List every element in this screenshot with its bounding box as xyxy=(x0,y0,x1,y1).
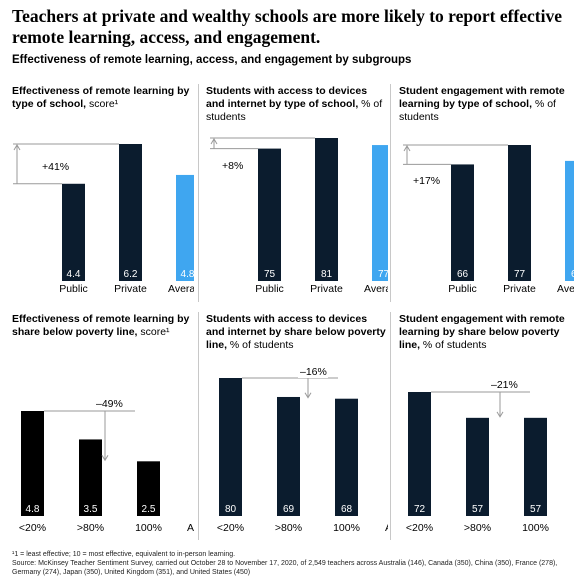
chart-panel-4: Effectiveness of remote learning by shar… xyxy=(12,313,194,551)
category-label: >80% xyxy=(275,522,302,534)
bar-value-label: 2.5 xyxy=(142,504,156,515)
page-subtitle: Effectiveness of remote learning, access… xyxy=(12,54,412,66)
category-label: Average xyxy=(168,283,194,295)
divider-top-left xyxy=(198,84,199,302)
change-annotation: +17% xyxy=(413,175,440,187)
category-label: Private xyxy=(114,283,147,295)
annotation-background xyxy=(298,365,328,378)
page-title: Teachers at private and wealthy schools … xyxy=(12,6,563,47)
change-annotation: +41% xyxy=(42,161,69,173)
category-label: Average xyxy=(557,283,574,295)
bar-value-label: 77 xyxy=(378,269,388,280)
bar-2 xyxy=(119,144,142,281)
bar-value-label: 57 xyxy=(472,504,484,515)
category-label: Public xyxy=(448,283,477,295)
bar-1 xyxy=(21,411,44,516)
category-label: Private xyxy=(310,283,343,295)
annotation-background xyxy=(94,397,124,410)
comparison-arrow xyxy=(210,137,315,150)
bar-value-label: 77 xyxy=(514,269,526,280)
bar-3 xyxy=(335,398,358,516)
category-label: Average xyxy=(364,283,388,295)
divider-top-right xyxy=(390,84,391,302)
footnote-source: Source: McKinsey Teacher Sentiment Surve… xyxy=(12,559,558,576)
chart-svg: 4.4 Public 6.2 Private 4.8 Average +41% xyxy=(13,143,194,295)
chart-panel-5: Students with access to devices and inte… xyxy=(206,313,388,551)
chart-title: Students with access to devices and inte… xyxy=(206,85,383,123)
chart-title: Student engagement with remote learning … xyxy=(399,85,565,123)
chart-title: Student engagement with remote learning … xyxy=(399,313,565,351)
comparison-arrow xyxy=(403,144,508,165)
chart-title: Students with access to devices and inte… xyxy=(206,313,386,351)
category-label: Public xyxy=(59,283,88,295)
chart-title: Effectiveness of remote learning by type… xyxy=(12,85,190,110)
bar-2 xyxy=(466,417,489,516)
divider-bottom-left xyxy=(198,312,199,540)
bar-3 xyxy=(372,145,388,281)
bar-value-label: 72 xyxy=(414,504,426,515)
bar-2 xyxy=(79,439,102,516)
footnote: ¹1 = least effective; 10 = most effectiv… xyxy=(12,551,568,577)
chart-panel-3: Student engagement with remote learning … xyxy=(399,85,574,323)
bar-value-label: 4.8 xyxy=(26,504,40,515)
comparison-arrow xyxy=(242,377,338,399)
chart-title: Effectiveness of remote learning by shar… xyxy=(12,313,190,338)
bar-value-label: 4.8 xyxy=(181,269,194,280)
bar-value-label: 66 xyxy=(457,269,469,280)
annotation-background xyxy=(489,378,519,391)
category-label: <20% xyxy=(406,522,433,534)
bar-value-label: 75 xyxy=(264,269,276,280)
comparison-arrow xyxy=(44,410,135,462)
category-label: >80% xyxy=(464,522,491,534)
category-label: Average xyxy=(187,522,194,534)
comparison-arrow xyxy=(13,143,119,185)
change-annotation: –49% xyxy=(96,398,123,410)
change-annotation: +8% xyxy=(222,160,243,172)
bar-value-label: 68 xyxy=(341,504,353,515)
category-label: >80% xyxy=(77,522,104,534)
bar-3 xyxy=(565,160,574,281)
bar-2 xyxy=(315,138,338,281)
comparison-arrow xyxy=(431,391,530,418)
category-label: 100% xyxy=(135,522,162,534)
bar-1 xyxy=(451,164,474,281)
footnote-scale: ¹1 = least effective; 10 = most effectiv… xyxy=(12,551,236,558)
bar-1 xyxy=(62,183,85,281)
category-label: <20% xyxy=(19,522,46,534)
bar-1 xyxy=(408,392,431,516)
change-annotation: –16% xyxy=(300,366,327,378)
bar-1 xyxy=(219,378,242,516)
bar-value-label: 80 xyxy=(225,504,237,515)
chart-svg: 75 Public 81 Private 77 Average +8% xyxy=(210,137,388,295)
category-label: <20% xyxy=(217,522,244,534)
bar-value-label: 57 xyxy=(530,504,542,515)
chart-panel-6: Student engagement with remote learning … xyxy=(399,313,574,551)
category-label: Average xyxy=(385,522,388,534)
chart-svg: 66 Public 77 Private 68 Average +17% xyxy=(403,144,574,295)
bar-1 xyxy=(258,148,281,281)
category-label: Public xyxy=(255,283,284,295)
category-label: 100% xyxy=(333,522,360,534)
bar-value-label: 4.4 xyxy=(67,269,81,280)
bar-value-label: 3.5 xyxy=(84,504,98,515)
bar-value-label: 6.2 xyxy=(124,269,138,280)
chart-panel-1: Effectiveness of remote learning by type… xyxy=(12,85,194,323)
bar-2 xyxy=(508,145,531,281)
bar-value-label: 68 xyxy=(571,269,574,280)
bar-3 xyxy=(176,174,194,281)
change-annotation: –21% xyxy=(491,379,518,391)
chart-panel-2: Students with access to devices and inte… xyxy=(206,85,388,323)
divider-bottom-right xyxy=(390,312,391,540)
category-label: 100% xyxy=(522,522,549,534)
bar-3 xyxy=(137,461,160,516)
bar-value-label: 69 xyxy=(283,504,295,515)
category-label: Private xyxy=(503,283,536,295)
bar-value-label: 81 xyxy=(321,269,333,280)
bar-3 xyxy=(524,417,547,516)
bar-2 xyxy=(277,396,300,516)
